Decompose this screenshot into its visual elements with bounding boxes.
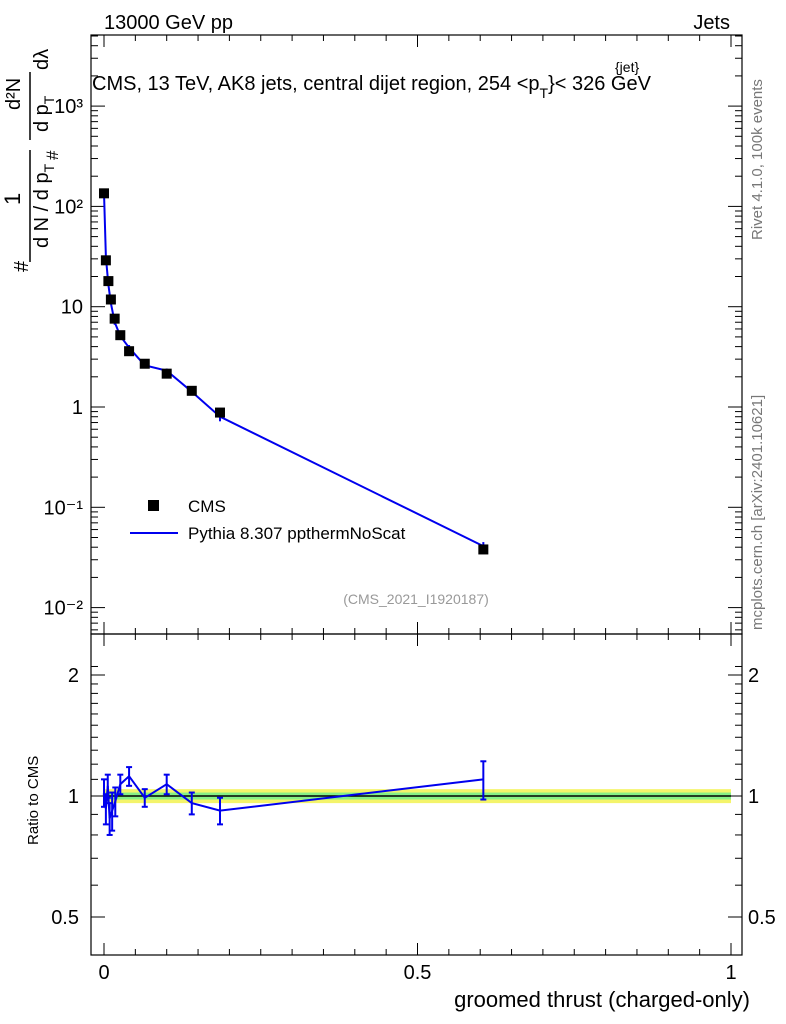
rivet-label: Rivet 4.1.0, 100k events <box>749 79 766 240</box>
x-tick-label: 0.5 <box>404 962 432 984</box>
data-point <box>139 358 150 369</box>
y-tick-label: 10³ <box>54 96 83 118</box>
ratio-plot-frame: 0 0.5 1 0.5 0.5 1 1 2 2 <box>51 633 776 984</box>
y-label-hash: # <box>11 260 33 272</box>
y-tick-label: 10² <box>54 196 83 218</box>
category-label: Jets <box>693 12 730 34</box>
data-point <box>99 188 109 199</box>
data-point <box>105 294 116 305</box>
y-tick-label: 10⁻¹ <box>44 497 84 519</box>
ratio-y-tick-label: 1 <box>68 786 79 808</box>
y-label-den: d N / d pT <box>31 163 57 248</box>
beam-label: 13000 GeV pp <box>104 12 233 34</box>
data-point <box>109 313 120 324</box>
data-point <box>124 346 135 357</box>
ratio-y-tick-label-right: 0.5 <box>748 907 776 929</box>
main-plot-frame: 10⁻² 10⁻¹ 1 10 10² 10³ <box>44 34 743 635</box>
ratio-y-tick-label: 0.5 <box>51 907 79 929</box>
ratio-y-tick-label-right: 1 <box>748 786 759 808</box>
analysis-tag: (CMS_2021_I1920187) <box>343 591 489 607</box>
plot-title-part1: CMS, 13 TeV, AK8 jets, central dijet reg… <box>92 73 540 95</box>
legend: CMS Pythia 8.307 ppthermNoScat <box>130 497 406 543</box>
ratio-y-label: Ratio to CMS <box>25 756 42 845</box>
y-tick-label: 1 <box>72 397 83 419</box>
legend-data-label: CMS <box>188 497 226 516</box>
legend-data-marker <box>148 500 159 511</box>
data-point <box>478 544 489 555</box>
y-label-one: 1 <box>0 193 25 205</box>
y-label-num-den: d pT <box>31 95 57 132</box>
data-point <box>161 368 172 379</box>
plot-title-sub: T <box>540 85 549 101</box>
data-point <box>214 407 225 418</box>
plot-title: CMS, 13 TeV, AK8 jets, central dijet reg… <box>92 73 652 101</box>
plot-title-sup: {jet} <box>615 59 639 75</box>
x-tick-label: 1 <box>725 962 736 984</box>
x-tick-label: 0 <box>98 962 109 984</box>
ratio-axes-box <box>90 633 743 956</box>
y-tick-label: 10 <box>61 297 83 319</box>
ratio-y-tick-label: 2 <box>68 665 79 687</box>
ratio-y-tick-label-right: 2 <box>748 665 759 687</box>
data-point <box>115 330 126 341</box>
mcplots-label: mcplots.cern.ch [arXiv:2401.10621] <box>749 395 766 630</box>
y-label-num: d²N <box>3 78 25 110</box>
plot-title-part2: }< 326 GeV <box>548 73 652 95</box>
y-label-dlambda: dλ <box>31 49 53 70</box>
mc-series-line <box>103 192 484 547</box>
main-y-label: # 1 d N / d pT # d²N d pT dλ <box>0 49 62 272</box>
data-point <box>100 255 111 266</box>
y-tick-label: 10⁻² <box>44 598 84 620</box>
y-label-num-hash: # <box>43 150 62 160</box>
data-point <box>103 276 114 287</box>
main-axes-box <box>90 34 743 635</box>
data-point <box>186 385 197 396</box>
legend-mc-label: Pythia 8.307 ppthermNoScat <box>188 524 406 543</box>
x-axis-label: groomed thrust (charged-only) <box>454 987 750 1012</box>
